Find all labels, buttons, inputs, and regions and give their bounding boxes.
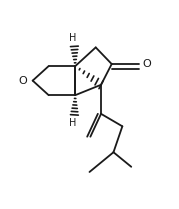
Text: H: H bbox=[69, 118, 76, 128]
Text: H: H bbox=[69, 33, 76, 43]
Text: O: O bbox=[143, 59, 152, 69]
Text: O: O bbox=[18, 76, 27, 86]
